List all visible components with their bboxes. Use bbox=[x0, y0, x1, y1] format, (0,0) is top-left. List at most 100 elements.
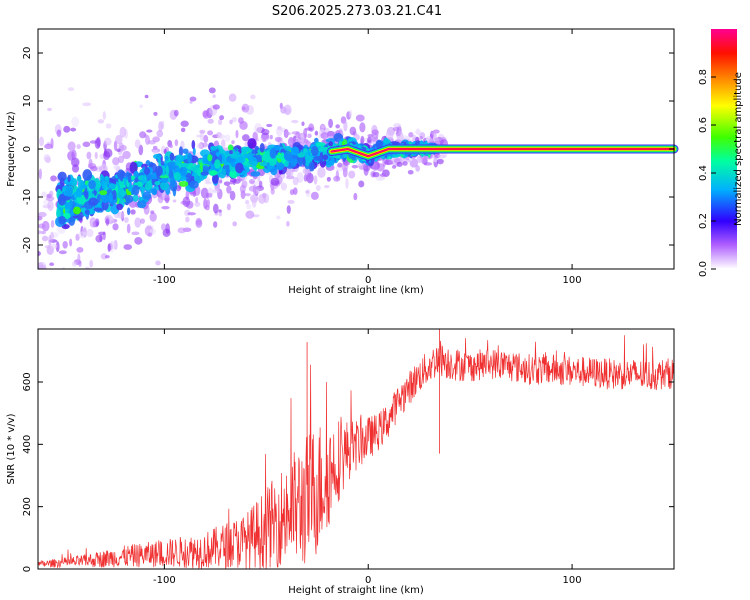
spectrogram-blob bbox=[228, 93, 237, 102]
spectrogram-blob bbox=[195, 219, 203, 228]
spectrogram-blob bbox=[122, 150, 131, 160]
spectrogram-blob bbox=[284, 145, 292, 151]
spectrogram-blob bbox=[39, 136, 44, 147]
spectrogram-blob bbox=[105, 177, 110, 185]
spectrogram-blob bbox=[250, 94, 256, 100]
spectrogram-blob bbox=[320, 132, 329, 140]
spectrogram-blob bbox=[241, 134, 250, 142]
spectrogram-blob bbox=[117, 169, 125, 180]
spectrogram-blob bbox=[212, 188, 220, 194]
spectrogram-blob bbox=[67, 87, 75, 92]
snr-y-ticks: 0 200 400 600 bbox=[22, 372, 674, 572]
spectrogram-blob bbox=[155, 260, 161, 266]
spectrogram-blob bbox=[227, 144, 234, 151]
spectrogram-blob bbox=[247, 138, 257, 149]
spectrogram-blob bbox=[229, 119, 233, 125]
spectrogram-blob bbox=[230, 153, 240, 159]
spectrogram-blob bbox=[251, 160, 258, 166]
spectrogram-blob bbox=[76, 247, 84, 253]
spectrogram-blob bbox=[301, 121, 305, 127]
spectrogram-y-tick-label: 20 bbox=[22, 47, 33, 60]
spectrogram-blob bbox=[268, 159, 277, 167]
spectrogram-blob bbox=[203, 134, 209, 143]
spectrogram-blob bbox=[116, 203, 124, 211]
spectrogram-blob bbox=[155, 165, 163, 177]
colorbar: 0.0 0.2 0.4 0.6 0.8 Normalized spectral ampl… bbox=[698, 29, 744, 277]
spectrogram-blob bbox=[154, 180, 161, 186]
spectrogram-blob bbox=[111, 189, 117, 200]
spectrogram-blob bbox=[328, 141, 333, 147]
spectrogram-blob bbox=[137, 199, 147, 209]
spectrogram-blob bbox=[182, 148, 189, 154]
spectrogram-blob bbox=[304, 127, 313, 131]
snr-y-tick-label: 200 bbox=[22, 497, 33, 516]
spectrogram-blob bbox=[226, 203, 231, 211]
spectrogram-blob bbox=[202, 166, 210, 174]
spectrogram-blob bbox=[372, 163, 378, 172]
spectrogram-blob bbox=[67, 174, 71, 183]
spectrogram-blob bbox=[278, 169, 283, 175]
spectrogram-blob bbox=[153, 111, 158, 116]
colorbar-label: Normalized spectral amplitude bbox=[733, 72, 744, 226]
spectrogram-blob bbox=[229, 149, 233, 155]
spectrogram-blob bbox=[178, 146, 184, 157]
spectrogram-blob bbox=[82, 141, 91, 148]
spectrogram-blob bbox=[276, 215, 281, 220]
spectrogram-blob bbox=[63, 125, 71, 133]
spectrogram-blob bbox=[367, 136, 372, 143]
spectrogram-blob bbox=[396, 161, 403, 167]
spectrogram-blob bbox=[224, 164, 230, 169]
spectrogram-blob bbox=[70, 127, 77, 132]
spectrogram-blob bbox=[75, 187, 83, 198]
spectrogram-blob bbox=[252, 131, 258, 141]
spectrogram-blob bbox=[286, 205, 291, 214]
spectrogram-blob bbox=[144, 94, 149, 99]
spectrogram-blob bbox=[82, 102, 92, 107]
spectrogram-blob bbox=[218, 179, 223, 184]
spectrogram-blob bbox=[192, 147, 196, 156]
spectrogram-blob bbox=[259, 161, 268, 167]
spectrogram-blob bbox=[123, 244, 133, 250]
spectrogram-blob bbox=[316, 142, 326, 147]
spectrogram-blob bbox=[283, 104, 292, 116]
spectrogram-blob bbox=[100, 253, 108, 260]
spectrogram-blob bbox=[291, 119, 299, 124]
spectrogram-blob bbox=[38, 230, 43, 235]
spectrogram-blob bbox=[194, 201, 201, 207]
spectrogram-blob bbox=[245, 210, 255, 219]
spectrogram-blob bbox=[208, 192, 213, 198]
spectrogram-blob bbox=[164, 155, 169, 161]
spectrogram-blob bbox=[317, 167, 326, 178]
spectrogram-blob bbox=[116, 148, 121, 153]
spectrogram-blob bbox=[49, 262, 55, 267]
spectrogram-blob bbox=[113, 165, 120, 170]
spectrogram-blob bbox=[207, 154, 213, 162]
spectrogram-blob bbox=[379, 173, 386, 177]
spectrogram-blob bbox=[212, 94, 216, 98]
spectrogram-blob bbox=[80, 207, 84, 213]
spectrogram-blob bbox=[142, 191, 152, 200]
spectrogram-blob bbox=[138, 196, 143, 201]
spectrogram-blob bbox=[232, 221, 237, 227]
spectrogram-blob bbox=[71, 261, 77, 267]
spectrogram-blob bbox=[415, 165, 420, 172]
spectrogram-blob bbox=[367, 134, 374, 138]
spectrogram-blob bbox=[169, 152, 175, 161]
spectrogram-blob bbox=[248, 178, 255, 184]
spectrogram-blob bbox=[156, 130, 164, 138]
spectrogram-blob bbox=[212, 203, 219, 214]
spectrogram-blob bbox=[71, 116, 80, 127]
spectrogram-blob bbox=[134, 139, 141, 149]
spectrogram-blob bbox=[223, 181, 231, 186]
spectrogram-blob bbox=[134, 177, 139, 183]
spectrogram-blob bbox=[396, 131, 404, 142]
spectrogram-blob bbox=[158, 121, 163, 132]
spectrogram-y-tick-label: 0 bbox=[22, 146, 33, 152]
spectrogram-blob bbox=[96, 181, 101, 189]
spectrogram-blob bbox=[300, 132, 305, 144]
spectrogram-blob bbox=[436, 158, 444, 165]
spectrogram-blob bbox=[162, 228, 171, 237]
spectrogram-blob bbox=[310, 191, 319, 200]
spectrogram-blob bbox=[330, 156, 335, 166]
spectrogram-blob bbox=[71, 164, 80, 173]
